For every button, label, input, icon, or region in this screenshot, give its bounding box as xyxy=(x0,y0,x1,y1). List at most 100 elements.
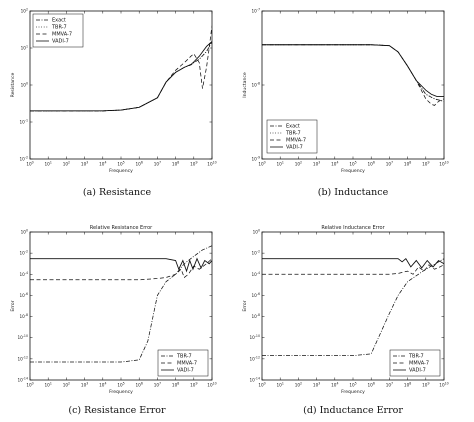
legend-box xyxy=(389,349,441,377)
x-tick-label: 105 xyxy=(117,161,124,167)
x-tick-label: 106 xyxy=(136,382,143,388)
series-line-vadi-7 xyxy=(30,257,212,273)
x-tick-label: 102 xyxy=(63,382,70,388)
y-tick-label: 101 xyxy=(21,45,28,51)
y-tick-label: 10-2 xyxy=(19,250,28,256)
x-tick-label: 105 xyxy=(349,161,356,167)
series-line-vadi-7 xyxy=(262,257,444,269)
caption-inductance-error: (d) Inductance Error xyxy=(303,405,403,416)
x-tick-label: 100 xyxy=(258,161,265,167)
x-tick-label: 103 xyxy=(313,382,320,388)
x-tick-label: 101 xyxy=(45,382,52,388)
legend-label: MMVA-7 xyxy=(52,32,72,38)
x-tick-label: 104 xyxy=(331,161,338,167)
x-tick-label: 105 xyxy=(117,382,124,388)
caption-inductance: (b) Inductance xyxy=(318,187,389,198)
legend-label: VADI-7 xyxy=(286,145,303,151)
legend-label: Exact xyxy=(52,18,66,24)
y-tick-label: 10-8 xyxy=(251,313,260,319)
x-tick-label: 106 xyxy=(368,161,375,167)
y-tick-label: 10-2 xyxy=(251,250,260,256)
chart-title: Relative Resistance Error xyxy=(90,225,153,231)
x-tick-label: 109 xyxy=(422,382,429,388)
y-tick-label: 10-12 xyxy=(249,355,260,361)
x-tick-label: 107 xyxy=(386,382,393,388)
legend-label: MMVA-7 xyxy=(409,361,429,367)
chart-title: Relative Inductance Error xyxy=(321,225,385,231)
caption-resistance: (a) Resistance xyxy=(83,187,152,198)
legend-box xyxy=(157,349,209,377)
series-line-tbr-7 xyxy=(30,245,212,363)
x-tick-label: 103 xyxy=(81,161,88,167)
x-tick-label: 107 xyxy=(154,382,161,388)
x-tick-label: 108 xyxy=(172,161,179,167)
caption-resistance-error: (c) Resistance Error xyxy=(68,405,166,416)
x-tick-label: 101 xyxy=(277,382,284,388)
y-tick-label: 100 xyxy=(253,229,260,235)
x-tick-label: 109 xyxy=(422,161,429,167)
series-line-mmva-7 xyxy=(262,264,444,275)
x-tick-label: 100 xyxy=(26,382,33,388)
x-tick-label: 109 xyxy=(190,382,197,388)
x-tick-label: 101 xyxy=(45,161,52,167)
y-tick-label: 100 xyxy=(21,229,28,235)
y-tick-label: 10-14 xyxy=(17,377,28,383)
y-tick-label: 10-6 xyxy=(251,292,260,298)
x-tick-label: 102 xyxy=(295,161,302,167)
x-tick-label: 104 xyxy=(331,382,338,388)
legend-label: VADI-7 xyxy=(409,368,426,374)
x-tick-label: 1010 xyxy=(439,161,448,167)
legend-label: TBR-7 xyxy=(51,25,67,31)
x-axis-label: Frequency xyxy=(109,389,133,395)
y-tick-label: 10-12 xyxy=(17,355,28,361)
legend-box xyxy=(266,119,318,154)
x-tick-label: 107 xyxy=(154,161,161,167)
legend-label: VADI-7 xyxy=(52,39,69,45)
y-tick-label: 10-10 xyxy=(249,334,260,340)
x-tick-label: 100 xyxy=(258,382,265,388)
x-tick-label: 101 xyxy=(277,161,284,167)
x-tick-label: 106 xyxy=(368,382,375,388)
x-tick-label: 1010 xyxy=(207,161,216,167)
legend-label: TBR-7 xyxy=(176,354,192,360)
chart-panel-resistance-error: 100 101 102 103 104 105 106 107 108 109 101010-141… xyxy=(10,225,217,395)
x-axis-label: Frequency xyxy=(341,168,365,174)
x-tick-label: 108 xyxy=(404,161,411,167)
legend-label: Exact xyxy=(286,124,300,130)
x-tick-label: 102 xyxy=(63,161,70,167)
x-tick-label: 102 xyxy=(295,382,302,388)
series-line-exact xyxy=(30,41,212,112)
x-axis-label: Frequency xyxy=(341,389,365,395)
x-tick-label: 109 xyxy=(190,161,197,167)
legend-label: TBR-7 xyxy=(285,131,301,137)
x-tick-label: 103 xyxy=(313,161,320,167)
legend-label: VADI-7 xyxy=(177,368,194,374)
series-line-tbr-7 xyxy=(262,258,444,357)
x-tick-label: 104 xyxy=(99,161,106,167)
series-line-vadi-7 xyxy=(262,44,444,97)
x-tick-label: 103 xyxy=(81,382,88,388)
x-tick-label: 108 xyxy=(404,382,411,388)
series-line-vadi-7 xyxy=(30,41,212,112)
x-tick-label: 100 xyxy=(26,161,33,167)
y-tick-label: 10-9 xyxy=(251,156,260,162)
x-tick-label: 1010 xyxy=(207,382,216,388)
series-line-tbr-7 xyxy=(262,44,444,102)
series-line-mmva-7 xyxy=(262,44,444,106)
y-axis-label: Error xyxy=(242,300,248,311)
chart-panel-inductance: 100 101 102 103 104 105 106 107 108 109 1010 10-9 10… xyxy=(242,8,449,175)
y-tick-label: 10-7 xyxy=(251,8,260,14)
y-axis-label: Error xyxy=(10,300,16,311)
chart-panel-resistance: 100 101 102 103 104 105 106 107 108 109 101010-210… xyxy=(10,8,217,175)
x-tick-label: 105 xyxy=(349,382,356,388)
x-tick-label: 1010 xyxy=(439,382,448,388)
x-tick-label: 108 xyxy=(172,382,179,388)
x-tick-label: 104 xyxy=(99,382,106,388)
legend-label: MMVA-7 xyxy=(177,361,197,367)
chart-panel-inductance-error: 100 101 102 103 104 105 106 107 108 109 101010-141… xyxy=(242,225,449,395)
y-tick-label: 10-14 xyxy=(249,377,260,383)
